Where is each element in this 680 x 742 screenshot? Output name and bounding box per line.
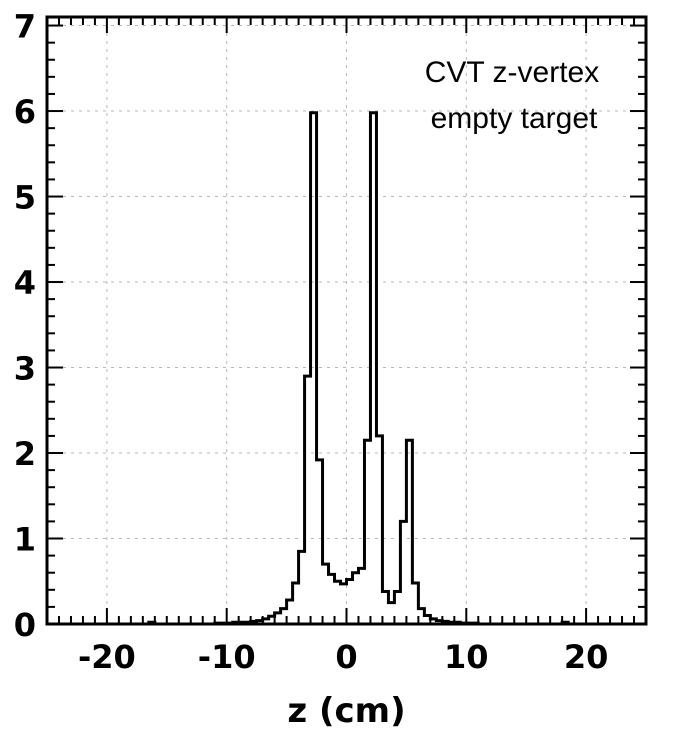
y-tick-label: 4	[14, 264, 36, 302]
x-tick-labels: -20 -10 0 10 20	[78, 638, 608, 676]
y-tick-labels: 0 1 2 3 4 5 6 7	[14, 8, 36, 644]
y-tick-label: 6	[14, 93, 36, 131]
x-tick-label: -20	[78, 638, 136, 676]
x-tick-label: 0	[335, 638, 357, 676]
x-tick-label: 20	[564, 638, 609, 676]
annotation-line-2: empty target	[431, 102, 598, 135]
x-axis-label: z (cm)	[287, 691, 405, 731]
y-tick-label: 0	[14, 606, 36, 644]
y-tick-label: 2	[14, 435, 36, 473]
y-tick-label: 1	[14, 521, 36, 559]
grid-lines	[47, 17, 646, 624]
x-tick-label: 10	[444, 638, 489, 676]
x-tick-label: -10	[198, 638, 256, 676]
y-tick-label: 5	[14, 179, 36, 217]
y-tick-label: 7	[14, 8, 36, 46]
tick-marks	[46, 17, 647, 625]
y-tick-label: 3	[14, 350, 36, 388]
annotation-line-1: CVT z-vertex	[425, 56, 599, 89]
